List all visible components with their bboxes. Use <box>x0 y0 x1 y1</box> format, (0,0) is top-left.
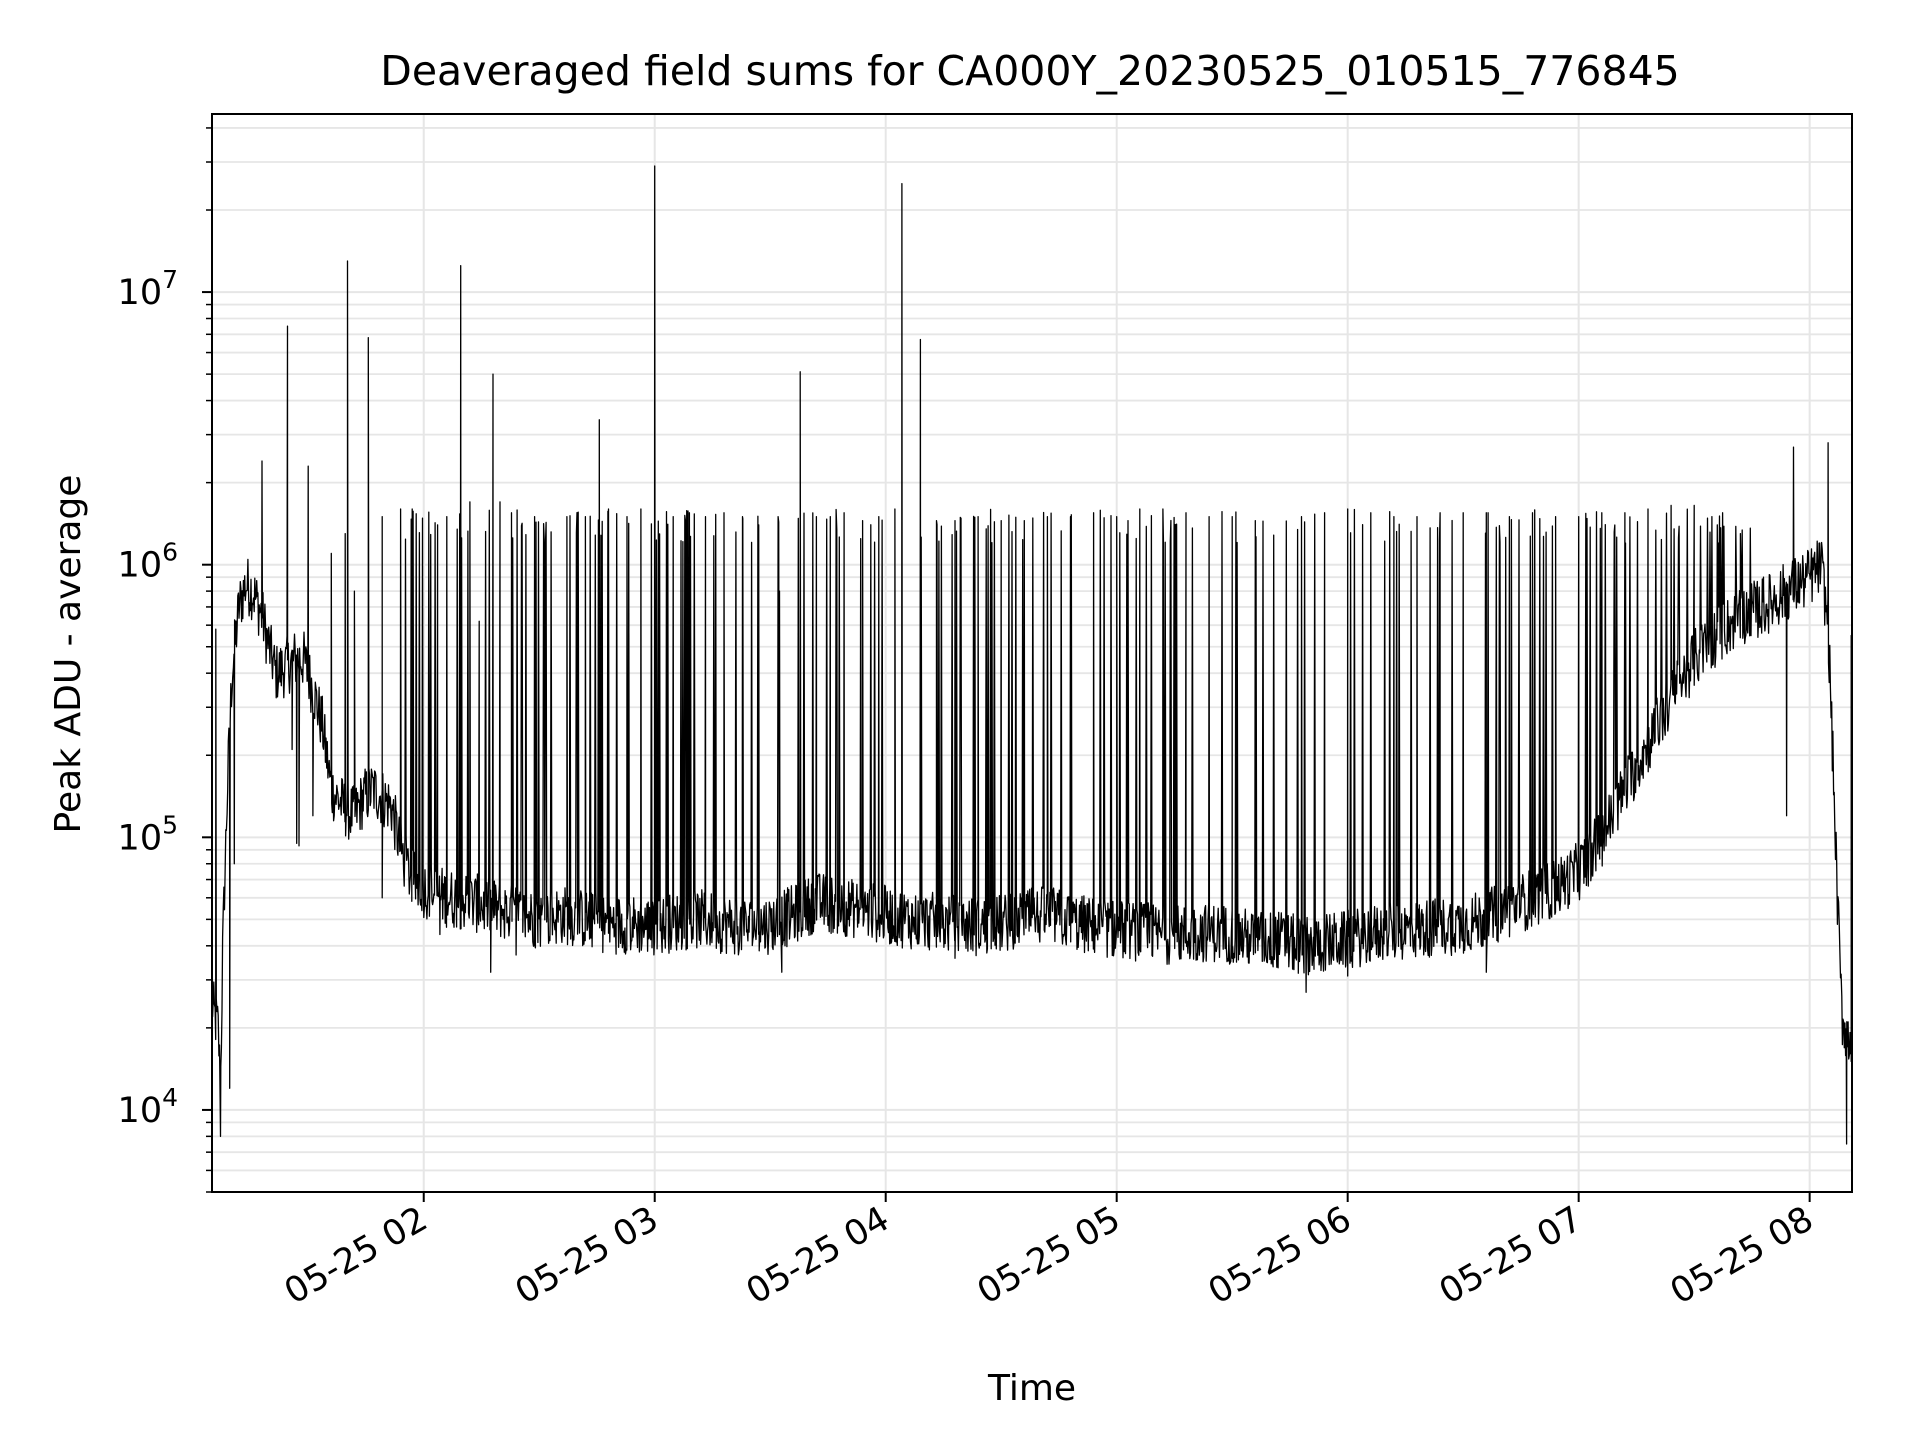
plot-frame <box>211 113 1853 1193</box>
y-axis-label: Peak ADU - average <box>48 475 89 834</box>
chart-title: Deaveraged field sums for CA000Y_2023052… <box>380 47 1679 95</box>
series-line <box>211 165 1852 1145</box>
y-tick-label: 104 <box>118 1083 178 1131</box>
x-axis-label: Time <box>987 1368 1076 1409</box>
y-tick-label: 105 <box>118 810 178 858</box>
y-tick-label: 106 <box>118 538 178 586</box>
y-tick-label: 107 <box>118 265 178 313</box>
data-layer <box>211 165 1852 1145</box>
